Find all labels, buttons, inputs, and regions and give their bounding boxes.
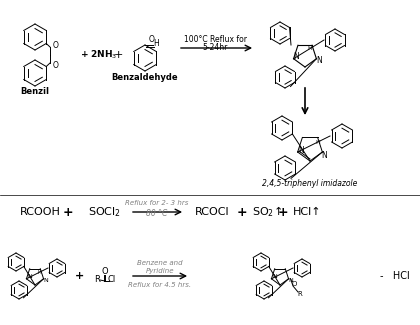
Text: RCOCl: RCOCl [195, 207, 230, 217]
Text: O: O [53, 41, 59, 49]
Text: SOCl$_2$: SOCl$_2$ [88, 205, 121, 219]
Text: H: H [315, 140, 320, 145]
Text: O: O [102, 266, 108, 276]
Text: Reflux for 4.5 hrs.: Reflux for 4.5 hrs. [129, 282, 192, 288]
Text: N: N [272, 274, 277, 279]
Text: Benzil: Benzil [21, 86, 50, 96]
Text: 80 °C: 80 °C [146, 210, 168, 218]
Text: +: + [63, 205, 74, 218]
Text: N: N [317, 56, 322, 65]
Text: H: H [37, 270, 41, 275]
Text: H: H [153, 38, 159, 47]
Text: + 2NH$_3$: + 2NH$_3$ [80, 49, 117, 61]
Text: N: N [27, 274, 32, 279]
Text: 2,4,5-triphenyl imidazole: 2,4,5-triphenyl imidazole [262, 178, 358, 188]
Text: Reflux for 2- 3 hrs: Reflux for 2- 3 hrs [125, 200, 189, 206]
Text: Pyridine: Pyridine [146, 268, 174, 274]
Text: O: O [291, 281, 297, 287]
Text: N: N [321, 150, 327, 160]
Text: 5-24hr: 5-24hr [202, 44, 228, 53]
Text: H: H [308, 46, 312, 51]
Text: N: N [298, 146, 304, 154]
Text: RCOOH: RCOOH [20, 207, 61, 217]
Text: +: + [237, 205, 247, 218]
Text: +: + [113, 50, 123, 60]
Text: HCl↑: HCl↑ [293, 207, 322, 217]
Text: +: + [75, 271, 84, 281]
Text: N: N [288, 278, 293, 283]
Text: Benzaldehyde: Benzaldehyde [112, 72, 178, 82]
Text: N: N [43, 278, 48, 283]
Text: R: R [298, 291, 302, 297]
Text: Cl: Cl [108, 276, 116, 284]
Text: N: N [294, 52, 299, 61]
Text: -   HCl: - HCl [380, 271, 410, 281]
Text: O: O [53, 60, 59, 70]
Text: +: + [278, 205, 288, 218]
Text: Benzene and: Benzene and [137, 260, 183, 266]
Text: 100°C Reflux for: 100°C Reflux for [184, 35, 247, 45]
Text: SO$_2$↑: SO$_2$↑ [252, 205, 282, 219]
Text: R: R [94, 276, 100, 284]
Text: O: O [149, 35, 155, 45]
